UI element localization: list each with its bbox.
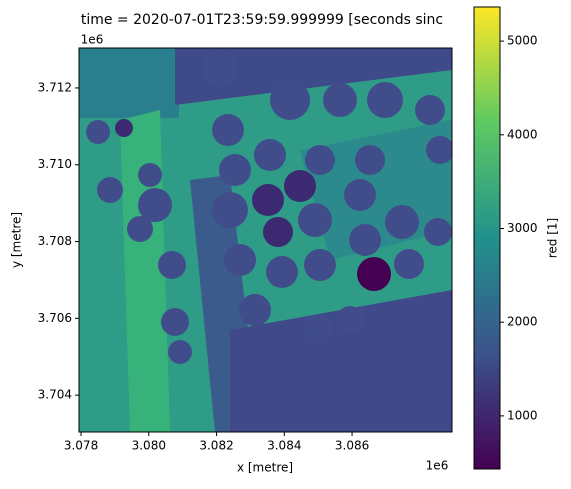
chart-title: time = 2020-07-01T23:59:59.999999 [secon… [81, 12, 443, 28]
x-tick-label: 3.080 [132, 439, 166, 453]
y-tick-label: 3.712 [38, 80, 72, 94]
y-tick-label: 3.706 [38, 311, 72, 325]
y-axis-label: y [metre] [10, 212, 24, 268]
colorbar-tick-label: 5000 [507, 34, 538, 48]
colorbar-tick-label: 3000 [507, 221, 538, 235]
x-axis-label: x [metre] [237, 461, 293, 475]
x-tick-label: 3.078 [64, 439, 98, 453]
colorbar-tick-label: 2000 [507, 315, 538, 329]
x-tick-label: 3.086 [335, 439, 369, 453]
colorbar-tick-label: 1000 [507, 408, 538, 422]
x-offset-label: 1e6 [426, 459, 449, 473]
x-tick-label: 3.082 [199, 439, 233, 453]
x-tick-label: 3.084 [267, 439, 301, 453]
y-tick-label: 3.708 [38, 234, 72, 248]
colorbar-tick-label: 4000 [507, 127, 538, 141]
y-offset-label: 1e6 [81, 33, 104, 47]
axes-frame [78, 47, 453, 433]
y-tick-label: 3.704 [38, 388, 72, 402]
colorbar [473, 6, 501, 470]
raster-image [79, 48, 452, 432]
y-tick-label: 3.710 [38, 157, 72, 171]
colorbar-label: red [1] [546, 218, 560, 258]
